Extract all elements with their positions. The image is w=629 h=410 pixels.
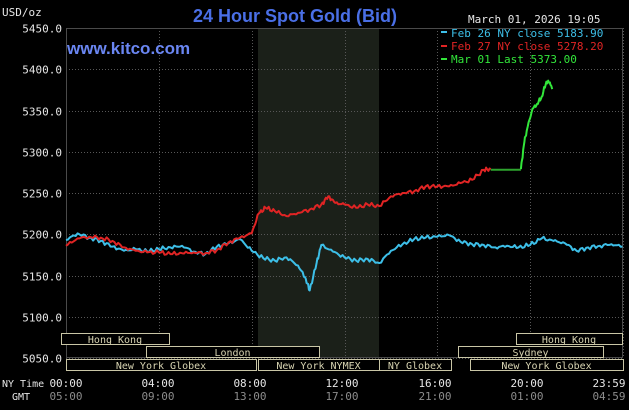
- y-tick-label: 5100.0: [22, 312, 62, 325]
- legend: Feb 26 NY close 5183.90 Feb 27 NY close …: [441, 27, 603, 66]
- grid: [66, 28, 624, 359]
- legend-feb26: Feb 26 NY close 5183.90: [451, 27, 603, 40]
- legend-swatch-mar01: [441, 58, 447, 60]
- session-label: London: [214, 348, 250, 359]
- session-bar-new-york-globex-1: New York Globex: [66, 359, 257, 372]
- y-tick-label: 5150.0: [22, 271, 62, 284]
- session-label: New York Globex: [501, 361, 591, 372]
- x-row-label-gmt: GMT: [12, 392, 30, 403]
- y-tick-label: 5200.0: [22, 229, 62, 242]
- series-feb26: [65, 232, 623, 292]
- y-tick-label: 5300.0: [22, 147, 62, 160]
- session-bar-sydney: Sydney: [458, 346, 604, 359]
- legend-swatch-feb27: [441, 45, 447, 47]
- y-tick-label: 5250.0: [22, 188, 62, 201]
- x-tick-gmt-6: 04:59: [592, 390, 625, 403]
- x-tick-ny-4: 16:00: [418, 377, 451, 390]
- session-bars: Hong Kong Hong Kong London Sydney New York G…: [61, 333, 624, 372]
- session-label: Hong Kong: [542, 335, 596, 346]
- session-bar-new-york-nymex: New York NYMEX: [258, 359, 380, 372]
- session-label: New York NYMEX: [276, 361, 360, 372]
- x-tick-gmt-2: 13:00: [233, 390, 266, 403]
- x-tick-ny-0: 00:00: [49, 377, 82, 390]
- chart-title: 24 Hour Spot Gold (Bid): [193, 6, 397, 26]
- session-label: NY Globex: [388, 361, 442, 372]
- y-axis-tick-labels: 5450.0 5400.0 5350.0 5300.0 5250.0 5200.0 5150…: [22, 23, 62, 366]
- x-tick-gmt-4: 21:00: [418, 390, 451, 403]
- legend-mar01: Mar 01 Last 5373.00: [451, 53, 577, 66]
- series-mar01: [519, 79, 554, 170]
- session-bar-hong-kong-2: Hong Kong: [516, 333, 623, 346]
- plot-frame: [66, 28, 623, 358]
- y-tick-label: 5350.0: [22, 106, 62, 119]
- x-tick-ny-1: 04:00: [141, 377, 174, 390]
- session-bar-ny-globex: NY Globex: [379, 359, 452, 372]
- x-tick-ny-5: 20:00: [510, 377, 543, 390]
- legend-swatch-feb26: [441, 31, 447, 33]
- session-label: Sydney: [512, 348, 548, 359]
- x-tick-ny-2: 08:00: [233, 377, 266, 390]
- legend-feb27: Feb 27 NY close 5278.20: [451, 40, 603, 53]
- x-row-label-ny: NY Time: [2, 379, 44, 390]
- session-label: Hong Kong: [88, 335, 142, 346]
- series-layer: [65, 79, 623, 292]
- session-label: New York Globex: [116, 361, 206, 372]
- y-unit-label: USD/oz: [2, 6, 42, 19]
- series-feb27: [65, 166, 492, 256]
- y-tick-label: 5400.0: [22, 64, 62, 77]
- session-bar-london: London: [146, 346, 320, 359]
- session-bar-hong-kong-1: Hong Kong: [61, 333, 170, 346]
- kitco-watermark: www.kitco.com: [66, 39, 190, 58]
- chart-timestamp: March 01, 2026 19:05: [468, 13, 600, 26]
- y-tick-label: 5050.0: [22, 353, 62, 366]
- x-tick-gmt-3: 17:00: [325, 390, 358, 403]
- session-bar-new-york-globex-2: New York Globex: [470, 359, 624, 372]
- x-axis: NY Time GMT 00:00 04:00 08:00 12:00 16:0…: [2, 377, 626, 403]
- x-tick-gmt-1: 09:00: [141, 390, 174, 403]
- x-tick-gmt-0: 05:00: [49, 390, 82, 403]
- y-tick-label: 5450.0: [22, 23, 62, 36]
- x-tick-ny-6: 23:59: [592, 377, 625, 390]
- x-tick-gmt-5: 01:00: [510, 390, 543, 403]
- x-tick-ny-3: 12:00: [325, 377, 358, 390]
